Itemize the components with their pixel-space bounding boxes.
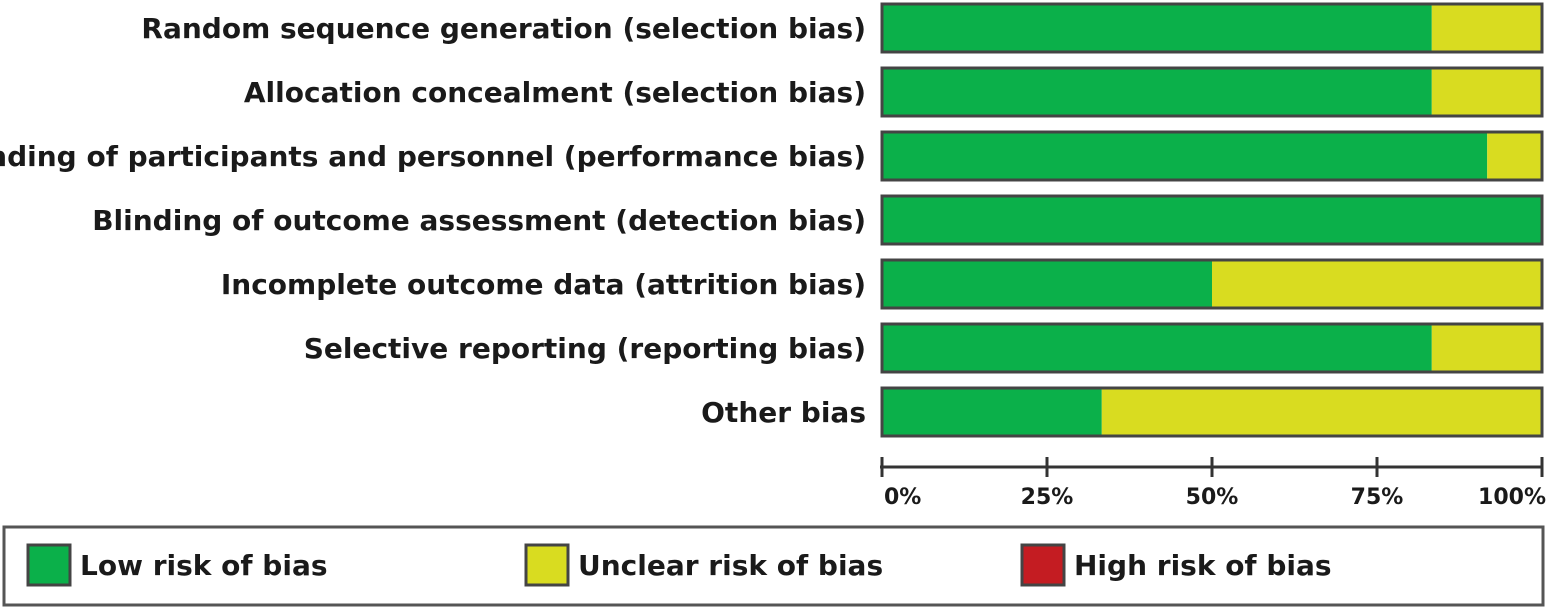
bar-outline <box>880 130 1544 182</box>
bar-segment-unclear <box>1431 324 1542 372</box>
legend-label: High risk of bias <box>1074 549 1332 582</box>
bar-segment-low <box>882 324 1432 372</box>
legend: Low risk of bias Unclear risk of bias High… <box>2 525 1545 607</box>
x-tick-label: 25% <box>1021 485 1074 510</box>
bars <box>880 2 1544 438</box>
bar-outline <box>880 194 1544 246</box>
bar-outline <box>880 258 1544 310</box>
bar-outline <box>880 386 1544 438</box>
legend-swatch-unclear <box>524 543 570 587</box>
x-axis: 0% 25% 50% 75% 100% <box>880 457 1546 510</box>
category-label: Other bias <box>701 396 866 429</box>
bar-segment-unclear <box>1487 132 1542 180</box>
bar-segment-unclear <box>1431 4 1542 52</box>
bar-segment-low <box>882 196 1542 244</box>
category-label: Blinding of outcome assessment (detectio… <box>92 204 866 237</box>
category-label: Allocation concealment (selection bias) <box>244 76 866 109</box>
bar-outline <box>880 2 1544 54</box>
legend-label: Unclear risk of bias <box>578 549 883 582</box>
category-label: Selective reporting (reporting bias) <box>304 332 866 365</box>
category-label: Incomplete outcome data (attrition bias) <box>221 268 866 301</box>
bar-outline <box>880 322 1544 374</box>
bar-outline <box>880 66 1544 118</box>
x-tick-label: 100% <box>1478 485 1546 510</box>
category-labels: Random sequence generation (selection bi… <box>0 12 866 429</box>
x-tick-label: 0% <box>884 485 921 510</box>
bar-segment-unclear <box>1101 388 1542 436</box>
legend-swatch-low <box>26 543 72 587</box>
legend-swatch-high <box>1020 543 1066 587</box>
bar-segment-low <box>882 388 1102 436</box>
bar-segment-unclear <box>1431 68 1542 116</box>
legend-label: Low risk of bias <box>80 549 328 582</box>
x-tick-label: 75% <box>1351 485 1404 510</box>
bar-segment-low <box>882 260 1212 308</box>
legend-box <box>2 525 1545 607</box>
bar-segment-low <box>882 4 1432 52</box>
bar-segment-unclear <box>1212 260 1542 308</box>
category-label: Random sequence generation (selection bi… <box>141 12 866 45</box>
x-tick-label: 50% <box>1186 485 1239 510</box>
category-label: Blinding of participants and personnel (… <box>0 140 866 173</box>
bar-segment-low <box>882 132 1488 180</box>
bar-segment-low <box>882 68 1432 116</box>
